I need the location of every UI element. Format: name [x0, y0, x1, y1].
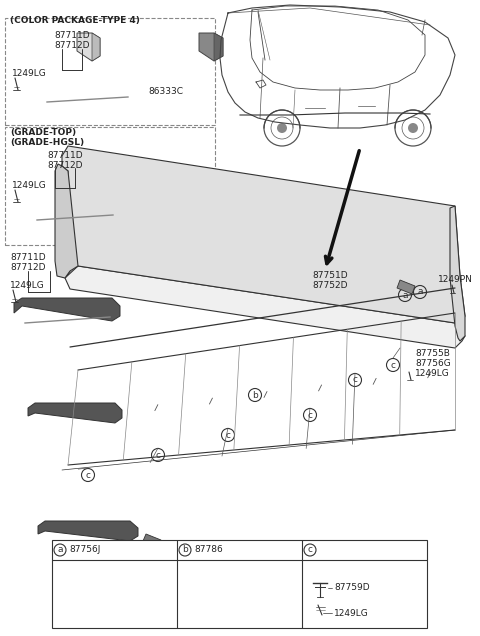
Text: (GRADE-TOP): (GRADE-TOP) [10, 127, 76, 137]
Text: 87755B: 87755B [415, 349, 450, 357]
Text: 1249PN: 1249PN [438, 275, 473, 284]
Polygon shape [28, 403, 122, 423]
Text: (GRADE-HGSL): (GRADE-HGSL) [10, 137, 84, 146]
Text: 87712D: 87712D [47, 160, 83, 170]
Polygon shape [62, 146, 465, 328]
Circle shape [408, 123, 418, 133]
Polygon shape [143, 534, 161, 547]
Text: 87751D: 87751D [312, 272, 348, 280]
Circle shape [277, 123, 287, 133]
Text: 87786: 87786 [194, 546, 223, 555]
Text: c: c [308, 546, 312, 555]
Polygon shape [397, 280, 415, 294]
Text: a: a [402, 291, 408, 300]
Text: c: c [308, 410, 312, 420]
Text: 1249LG: 1249LG [12, 69, 47, 78]
Text: c: c [85, 471, 91, 480]
Text: 87711D: 87711D [10, 254, 46, 263]
Text: 87711D: 87711D [54, 32, 90, 41]
Text: c: c [156, 450, 160, 459]
Text: 86333C: 86333C [148, 88, 183, 97]
Text: 87759D: 87759D [334, 583, 370, 593]
Text: 1249LG: 1249LG [10, 280, 45, 289]
Polygon shape [92, 33, 100, 61]
Text: c: c [391, 361, 396, 370]
Text: 87711D: 87711D [47, 151, 83, 160]
Text: 1249LG: 1249LG [415, 370, 450, 378]
Polygon shape [199, 33, 223, 61]
Text: 87756G: 87756G [415, 359, 451, 368]
Polygon shape [55, 164, 78, 278]
Text: 87712D: 87712D [54, 41, 90, 50]
Polygon shape [214, 33, 223, 61]
Polygon shape [77, 33, 100, 61]
Text: 87752D: 87752D [312, 282, 348, 291]
Polygon shape [14, 298, 120, 321]
Text: c: c [352, 375, 358, 385]
Text: b: b [252, 391, 258, 399]
Text: b: b [182, 546, 188, 555]
Text: (COLOR PACKAGE-TYPE 4): (COLOR PACKAGE-TYPE 4) [10, 15, 140, 25]
Text: 87712D: 87712D [10, 263, 46, 272]
Bar [52, 540, 427, 628]
Polygon shape [450, 206, 465, 341]
Text: a: a [417, 287, 423, 296]
Polygon shape [38, 521, 138, 541]
Text: 1249LG: 1249LG [12, 181, 47, 190]
Text: 1249LG: 1249LG [334, 609, 369, 618]
Polygon shape [65, 266, 465, 348]
Text: a: a [57, 546, 63, 555]
Text: c: c [226, 431, 230, 439]
Text: 87756J: 87756J [69, 546, 100, 555]
